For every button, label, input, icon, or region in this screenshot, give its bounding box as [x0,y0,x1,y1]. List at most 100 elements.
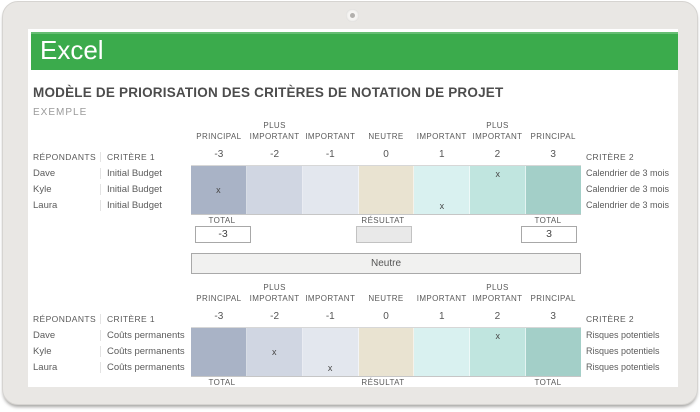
scale-label: PRINCIPAL [530,294,576,303]
matrix-cell[interactable] [191,166,247,182]
scale-label: IMPORTANT [305,132,356,141]
matrix-cell[interactable]: x [246,344,303,360]
criteria1-cell[interactable]: Initial Budget [100,199,188,211]
matrix-cell[interactable] [302,182,359,198]
matrix-cell[interactable] [246,182,303,198]
criteria1-cell[interactable]: Coûts permanents [100,345,188,357]
matrix-row: x [191,360,582,376]
result-box [356,226,412,243]
scale-header: PRINCIPAL -3 PLUS IMPORTANT -2 IMPORTANT -1 NEU… [191,121,581,167]
criteria1-header: CRITÈRE 1 [100,314,188,324]
matrix-cell[interactable] [191,328,247,344]
matrix-cell[interactable] [470,198,527,214]
page-title: MODÈLE DE PRIORISATION DES CRITÈRES DE N… [33,85,504,100]
matrix-cell[interactable] [358,328,415,344]
table-row: Dave Initial Budget [33,165,188,181]
matrix-cell[interactable] [246,328,303,344]
scale-label: NEUTRE [368,132,404,141]
scale-column: PLUS IMPORTANT 2 [470,121,526,167]
matrix-cell[interactable] [302,328,359,344]
matrix-cell[interactable]: x [302,360,359,376]
respondents-header: RÉPONDANTS [33,152,97,162]
scale-label: IMPORTANT [416,132,467,141]
scale-label: PRINCIPAL [196,294,242,303]
scale-value: -2 [270,311,280,322]
scale-value: 3 [550,311,556,322]
matrix-cell[interactable] [526,360,582,376]
scale-label-top [414,283,470,293]
matrix-cell[interactable] [414,344,471,360]
matrix-cell[interactable] [302,344,359,360]
criteria2-cell[interactable]: Risques potentiels [586,346,660,356]
scale-value: -1 [325,311,335,322]
matrix-cell[interactable] [414,182,471,198]
outcome-bar[interactable]: Neutre [191,253,581,274]
criteria1-cell[interactable]: Initial Budget [100,167,188,179]
matrix-cell[interactable] [246,360,303,376]
matrix-cell[interactable] [358,360,415,376]
scale-column: NEUTRE 0 [358,121,414,167]
matrix-cell[interactable] [358,182,415,198]
matrix-cell[interactable] [526,166,582,182]
matrix-cell[interactable] [526,344,582,360]
respondent-cell[interactable]: Kyle [33,183,52,195]
criteria2-cell[interactable]: Calendrier de 3 mois [586,200,670,210]
scale-label-top [414,121,470,131]
matrix-cell[interactable] [526,182,582,198]
scale-label-top [358,121,414,131]
criteria2-cell[interactable]: Calendrier de 3 mois [586,184,670,194]
matrix-cell[interactable] [302,166,359,182]
matrix-cell[interactable]: x [470,328,527,344]
criteria2-block: CRITÈRE 2 Risques potentiels Risques pot… [586,311,678,375]
scale-label: IMPORTANT [249,294,300,303]
respondent-cell[interactable]: Laura [33,361,58,373]
matrix-cell[interactable] [246,198,303,214]
matrix-cell[interactable] [526,198,582,214]
criteria2-cell[interactable]: Risques potentiels [586,330,660,340]
matrix-cell[interactable] [470,344,527,360]
respondent-cell[interactable]: Dave [33,329,56,341]
matrix-cell[interactable]: x [191,182,247,198]
matrix-cell[interactable] [526,328,582,344]
criteria1-cell[interactable]: Coûts permanents [100,329,188,341]
total-right-label: TOTAL [534,378,562,387]
matrix-cell[interactable] [191,344,247,360]
matrix-cell[interactable] [470,360,527,376]
scale-value: 3 [550,149,556,160]
matrix-cell[interactable]: x [470,166,527,182]
matrix-cell[interactable] [414,166,471,182]
matrix-cell[interactable] [302,198,359,214]
total-left-box[interactable]: -3 [195,226,251,243]
criteria2-block: CRITÈRE 2 Calendrier de 3 mois Calendrie… [586,149,678,213]
criteria2-header: CRITÈRE 2 [586,314,634,324]
respondent-cell[interactable]: Kyle [33,345,52,357]
result-label: RÉSULTAT [361,216,405,225]
matrix-cell[interactable] [191,360,247,376]
scale-value: -3 [214,149,224,160]
matrix-cell[interactable]: x [414,198,471,214]
matrix-cell[interactable] [246,166,303,182]
criteria2-cell[interactable]: Risques potentiels [586,362,660,372]
matrix-cell[interactable] [358,344,415,360]
scale-value: 0 [383,311,389,322]
matrix-cell[interactable] [358,166,415,182]
page-subtitle: EXEMPLE [33,107,88,118]
table-row: Laura Coûts permanents [33,359,188,375]
respondent-cell[interactable]: Laura [33,199,58,211]
criteria2-header: CRITÈRE 2 [586,152,634,162]
scale-label: IMPORTANT [249,132,300,141]
criteria1-cell[interactable]: Initial Budget [100,183,188,195]
table-row: Laura Initial Budget [33,197,188,213]
matrix-cell[interactable] [414,360,471,376]
matrix-cell[interactable] [470,182,527,198]
matrix-cell[interactable] [414,328,471,344]
criteria2-cell[interactable]: Calendrier de 3 mois [586,168,670,178]
scale-label: IMPORTANT [416,294,467,303]
matrix-cell[interactable] [191,198,247,214]
matrix-cell[interactable] [358,198,415,214]
total-right-box[interactable]: 3 [521,226,577,243]
respondent-cell[interactable]: Dave [33,167,56,179]
scale-column: PRINCIPAL -3 [191,283,247,329]
criteria1-cell[interactable]: Coûts permanents [100,361,188,373]
respondents-block: RÉPONDANTS CRITÈRE 1 Dave Coûts permanen… [33,311,188,375]
